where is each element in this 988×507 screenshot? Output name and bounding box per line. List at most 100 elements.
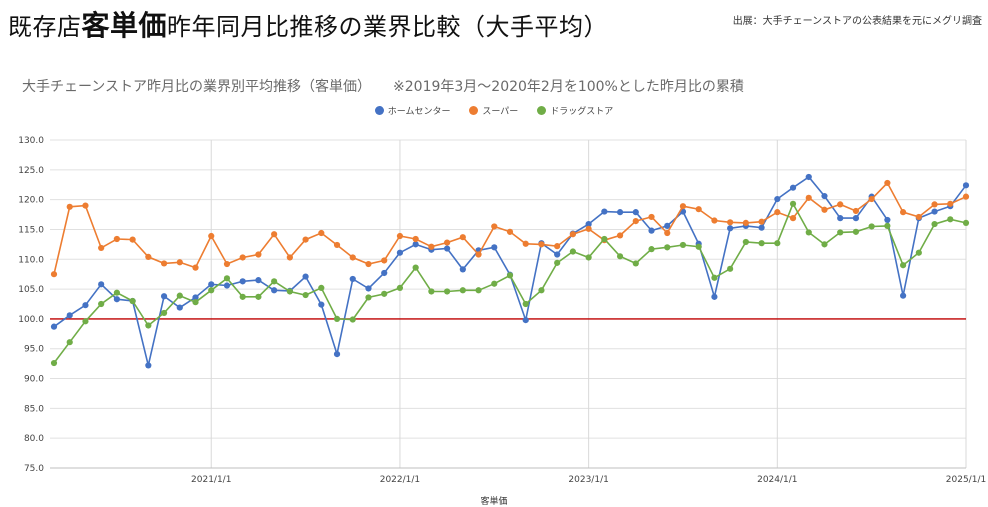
series-1-point [852,207,860,215]
series-0-point [962,182,970,189]
series-2-point [758,240,765,247]
series-1-point [50,271,58,278]
series-0-point [239,278,246,285]
series-0-point [223,282,231,289]
y-tick-label: 85.0 [24,404,44,414]
series-0-point [900,292,907,299]
series-1-point [758,218,765,225]
series-1-point [711,217,718,224]
series-1-point [396,232,404,240]
series-1-point [585,225,592,232]
series-0-point [176,304,183,311]
series-1-point [727,219,734,226]
series-2-point [585,254,592,261]
series-2-point [113,289,120,296]
series-2-point [554,259,561,266]
series-1-point [66,203,73,210]
series-2-point [679,241,687,249]
series-0-point [192,294,199,301]
series-1-point [113,235,120,243]
series-2-point [239,293,246,300]
series-1-point [192,264,199,271]
series-2-point [223,275,231,282]
series-2-point [318,284,325,291]
series-2-point [805,229,812,236]
series-0-point [396,249,404,256]
series-0-point [585,220,592,228]
legend-label-drugstore: ドラッグストア [550,107,614,117]
series-line-1 [53,181,967,275]
series-0-point [758,224,765,231]
y-tick-label: 105.0 [18,285,44,295]
series-0-point [805,173,812,181]
series-2-point [302,291,309,299]
series-1-point [286,254,293,261]
series-2-point [852,228,860,235]
legend-marker-home-center [374,106,384,115]
series-0-point [444,245,451,252]
series-1-point [302,236,309,243]
x-tick-label: 2022/1/1 [380,475,420,485]
series-2-point [475,287,482,294]
title-prefix: 既存店 [8,13,82,41]
series-1-point [931,201,938,208]
series-1-point [962,193,970,200]
series-0-point [208,281,215,288]
series-1-point [444,239,451,246]
series-2-point [271,278,278,285]
series-0-point [98,281,105,288]
series-0-point [789,184,797,191]
series-0-point [616,209,624,216]
y-tick-label: 80.0 [24,434,44,444]
x-tick-label: 2021/1/1 [191,475,231,485]
series-2-point [412,264,419,271]
series-1-point [774,209,781,216]
series-line-2 [53,201,967,364]
series-2-point [569,248,576,255]
y-tick-label: 125.0 [18,166,44,176]
y-tick-label: 95.0 [24,345,44,355]
series-1-point [679,203,687,210]
title-emphasis: 客単価 [81,9,168,42]
series-2-point [947,216,954,223]
y-tick-label: 90.0 [24,375,44,385]
series-1-point [160,260,168,267]
page-header: 既存店客単価昨年同月比推移の業界比較（大手平均） 出展：大手チェーンストアの公表… [0,0,988,48]
series-0-point [821,192,828,200]
series-2-point [491,280,498,287]
series-1-point [915,213,922,221]
series-1-point [365,260,372,268]
series-2-point [50,359,58,367]
series-0-point [931,208,938,215]
series-2-point [884,222,891,229]
series-1-point [145,253,152,260]
series-2-point [821,241,828,248]
series-1-point [554,243,561,250]
series-2-point [506,272,514,279]
series-2-point [396,284,404,291]
series-1-point [616,232,624,239]
series-1-point [884,179,891,187]
series-2-point [601,235,608,243]
series-2-point [774,240,781,247]
series-1-point [349,254,356,261]
series-2-point [727,265,734,272]
series-1-point [648,213,655,221]
series-2-point [695,243,702,250]
x-tick-label: 2025/1/1 [946,475,986,485]
series-2-point [538,287,545,294]
series-2-point [333,315,341,323]
series-1-point [821,206,828,213]
series-1-point [333,241,341,249]
series-2-point [255,293,262,300]
legend-item-drugstore: ドラッグストア [537,104,613,117]
series-2-point [931,220,938,228]
series-1-point [98,244,105,252]
series-1-point [742,219,749,226]
x-tick-label: 2023/1/1 [568,475,608,485]
series-0-point [522,317,529,324]
series-0-point [271,287,278,294]
y-tick-label: 120.0 [18,196,44,206]
series-2-point [632,260,639,267]
